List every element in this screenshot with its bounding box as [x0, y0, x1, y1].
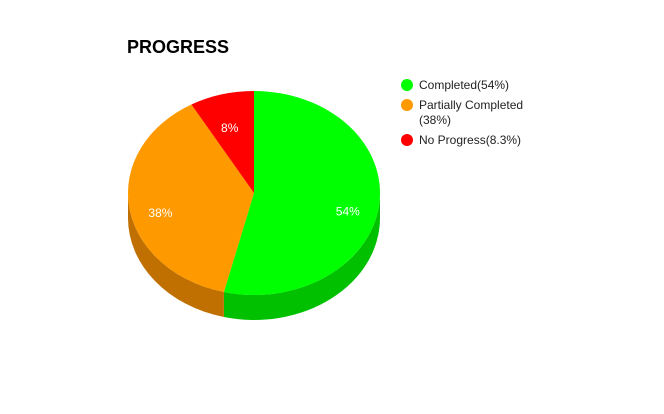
legend-item: Completed(54%) [400, 78, 528, 93]
legend-swatch [401, 134, 413, 146]
pie-slice [127, 104, 254, 293]
legend-label: Completed(54%) [419, 78, 510, 92]
chart-title: PROGRESS [127, 37, 229, 57]
legend: Completed(54%) Partially Completed(38%) No… [400, 78, 528, 153]
legend-label: Partially Completed(38%) [419, 98, 524, 127]
pie-side [223, 193, 380, 320]
value-label: 38% [148, 206, 172, 220]
legend-item: Partially Completed(38%) [400, 98, 528, 128]
legend-label: No Progress(8.3%) [419, 133, 522, 147]
legend-item: No Progress(8.3%) [400, 133, 528, 148]
value-label: 8% [221, 121, 239, 135]
legend-swatch [401, 79, 413, 91]
pie-slice [191, 91, 254, 193]
pie-slice [223, 91, 380, 295]
pie-side [128, 193, 224, 318]
legend-swatch [401, 99, 413, 111]
value-label: 54% [336, 204, 360, 218]
